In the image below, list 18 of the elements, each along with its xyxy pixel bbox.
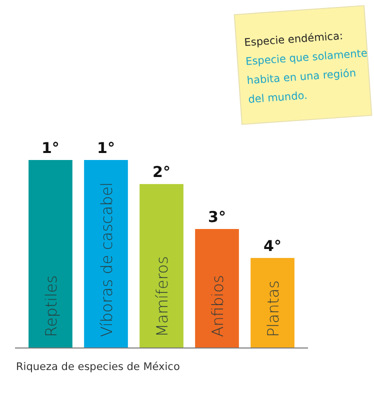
x-tick-label: Plantas bbox=[264, 280, 283, 337]
x-tick-label: Víboras de cascabel bbox=[98, 182, 116, 337]
x-tick-label: Reptiles bbox=[42, 275, 60, 337]
bar bbox=[84, 160, 128, 348]
bar bbox=[250, 258, 294, 348]
annotation: 1° bbox=[42, 139, 60, 157]
bar bbox=[140, 184, 184, 348]
bar bbox=[28, 160, 72, 348]
x-tick-label: Anfibios bbox=[209, 275, 228, 337]
x-axis-title: Riqueza de especies de México bbox=[16, 361, 180, 373]
annotation: 3° bbox=[208, 208, 226, 226]
bar bbox=[195, 228, 239, 348]
x-tick-label: Mamíferos bbox=[154, 256, 172, 337]
text: Especie endémica: bbox=[244, 30, 344, 50]
annotation: 1° bbox=[97, 139, 115, 157]
text: Especie que solamente habita en una región del mundo. bbox=[245, 47, 368, 106]
annotation: 2° bbox=[152, 163, 170, 182]
annotation: 4° bbox=[264, 236, 282, 255]
